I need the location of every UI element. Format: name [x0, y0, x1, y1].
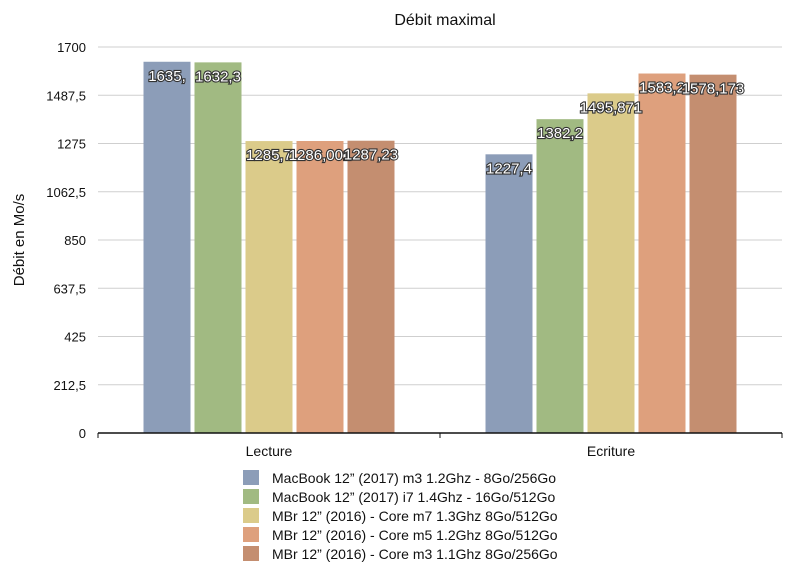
y-tick-label: 1062,5 [46, 185, 86, 200]
bar [245, 141, 293, 433]
bar [587, 93, 635, 433]
data-label: 1578,173 [682, 81, 745, 98]
legend: MacBook 12” (2017) m3 1.2Ghz - 8Go/256Go… [243, 470, 558, 562]
legend-label: MBr 12” (2016) - Core m5 1.2Ghz 8Go/512G… [272, 527, 558, 543]
bars [143, 61, 737, 434]
data-label: 1382,2 [537, 125, 583, 142]
y-tick-label: 425 [64, 330, 86, 345]
bar [143, 61, 191, 434]
bar [485, 154, 533, 434]
axes: 0 212,5 425 637,5 850 1062,5 1275 1487,5 1700 Lec… [46, 40, 783, 459]
bar [536, 119, 584, 433]
data-label: 1287,23 [344, 147, 398, 164]
y-axis-label: Débit en Mo/s [11, 194, 28, 287]
y-tick-label: 1700 [57, 40, 86, 55]
chart-title: Débit maximal [394, 12, 495, 29]
y-tick-label: 1487,5 [46, 88, 86, 103]
y-tick-label: 0 [79, 426, 86, 441]
bar [689, 74, 737, 433]
legend-swatch [243, 489, 259, 504]
data-label: 1286,001 [289, 147, 352, 164]
data-label: 1227,4 [486, 160, 532, 177]
legend-label: MacBook 12” (2017) i7 1.4Ghz - 16Go/512G… [272, 489, 555, 505]
data-label: 1495,871 [580, 99, 643, 116]
bar [296, 141, 344, 433]
legend-swatch [243, 470, 259, 485]
data-label: 1632,3 [195, 68, 241, 85]
legend-swatch [243, 527, 259, 542]
data-label: 1285,7 [246, 147, 292, 164]
legend-label: MBr 12” (2016) - Core m7 1.3Ghz 8Go/512G… [272, 508, 558, 524]
y-tick-label: 212,5 [53, 378, 86, 393]
y-tick-label: 637,5 [53, 281, 86, 296]
x-tick-label: Ecriture [587, 443, 635, 459]
legend-label: MBr 12” (2016) - Core m3 1.1Ghz 8Go/256G… [272, 546, 558, 562]
bar [638, 73, 686, 433]
legend-swatch [243, 546, 259, 561]
y-tick-label: 850 [64, 233, 86, 248]
x-tick-label: Lecture [246, 443, 293, 459]
y-tick-label: 1275 [57, 137, 86, 152]
data-label: 1635, [148, 68, 186, 85]
legend-swatch [243, 508, 259, 523]
bar [347, 140, 395, 433]
data-label: 1583,2 [639, 80, 685, 97]
bar [194, 62, 242, 433]
legend-label: MacBook 12” (2017) m3 1.2Ghz - 8Go/256Go [272, 470, 556, 486]
